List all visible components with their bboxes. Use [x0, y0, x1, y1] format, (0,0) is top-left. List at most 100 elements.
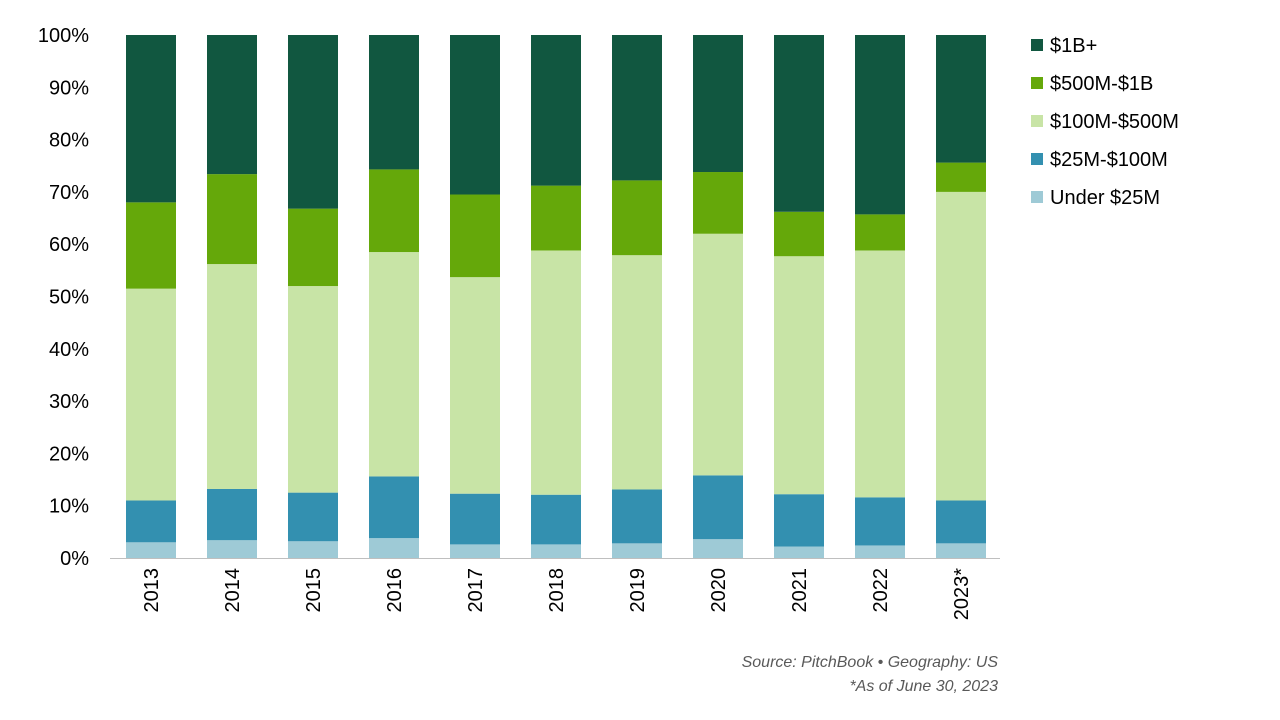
x-tick-label: 2023* [951, 568, 973, 620]
x-tick-label: 2018 [546, 568, 568, 613]
bar-group [369, 35, 419, 558]
bar-segment [369, 476, 419, 539]
legend-swatch [1031, 115, 1043, 127]
bar-group [450, 35, 500, 558]
bar-segment [288, 35, 338, 209]
y-tick-label: 50% [49, 287, 89, 309]
x-tick-label: 2021 [789, 568, 811, 613]
bar-segment [369, 35, 419, 170]
x-tick-label: 2013 [141, 568, 163, 613]
bar-segment [774, 546, 824, 558]
bar-segment [936, 500, 986, 544]
bar-segment [288, 541, 338, 558]
x-tick-label: 2019 [627, 568, 649, 613]
bar-segment [288, 208, 338, 287]
bar-segment [936, 191, 986, 501]
bar-segment [936, 35, 986, 163]
bar-segment [774, 494, 824, 547]
x-tick-label: 2017 [465, 568, 487, 613]
y-tick-label: 80% [49, 130, 89, 152]
bar-group [693, 35, 743, 558]
bar-segment [531, 35, 581, 186]
bar-segment [612, 543, 662, 558]
bar-group [531, 35, 581, 558]
bars [126, 35, 986, 558]
bar-group [207, 35, 257, 558]
legend-swatch [1031, 153, 1043, 165]
y-tick-label: 100% [38, 25, 89, 47]
bar-segment [693, 475, 743, 540]
bar-group [936, 35, 986, 558]
y-tick-label: 20% [49, 443, 89, 465]
bar-segment [774, 35, 824, 212]
bar-segment [450, 35, 500, 195]
bar-segment [612, 489, 662, 544]
bar-segment [531, 250, 581, 495]
bar-group [855, 35, 905, 558]
bar-segment [936, 162, 986, 192]
bar-segment [288, 286, 338, 493]
bar-segment [126, 288, 176, 501]
date-footnote: *As of June 30, 2023 [849, 678, 998, 695]
bar-segment [126, 500, 176, 543]
x-tick-label: 2015 [303, 568, 325, 613]
bar-segment [126, 542, 176, 558]
legend-item: $500M-$1B [1031, 73, 1153, 95]
bar-group [288, 35, 338, 558]
bar-segment [693, 172, 743, 234]
bar-segment [369, 169, 419, 253]
legend-swatch [1031, 191, 1043, 203]
bar-segment [936, 543, 986, 558]
legend-label: $25M-$100M [1050, 149, 1168, 171]
bar-segment [531, 544, 581, 558]
legend-item: Under $25M [1031, 187, 1160, 209]
bar-segment [126, 202, 176, 289]
y-tick-label: 40% [49, 339, 89, 361]
bar-group [774, 35, 824, 558]
bar-segment [126, 35, 176, 203]
legend: $1B+ $500M-$1B $100M-$500M $25M-$100M Under … [1031, 35, 1179, 209]
legend-label: $500M-$1B [1050, 73, 1153, 95]
y-tick-label: 30% [49, 391, 89, 413]
bar-segment [855, 35, 905, 215]
bar-segment [612, 180, 662, 256]
x-tick-label: 2016 [384, 568, 406, 613]
legend-label: $100M-$500M [1050, 111, 1179, 133]
legend-item: $25M-$100M [1031, 149, 1168, 171]
bar-segment [855, 214, 905, 251]
bar-segment [531, 185, 581, 251]
bar-segment [207, 174, 257, 265]
bar-segment [207, 540, 257, 558]
bar-segment [693, 539, 743, 558]
bar-segment [855, 497, 905, 546]
legend-item: $100M-$500M [1031, 111, 1179, 133]
bar-segment [855, 545, 905, 558]
bar-segment [369, 538, 419, 558]
legend-label: Under $25M [1050, 187, 1160, 209]
bar-segment [774, 211, 824, 257]
y-tick-label: 70% [49, 182, 89, 204]
x-tick-label: 2022 [870, 568, 892, 613]
bar-segment [450, 493, 500, 545]
bar-segment [531, 494, 581, 545]
bar-segment [450, 544, 500, 558]
y-tick-label: 90% [49, 77, 89, 99]
legend-item: $1B+ [1031, 35, 1097, 57]
bar-segment [207, 35, 257, 175]
y-tick-label: 0% [60, 548, 89, 570]
bar-segment [450, 194, 500, 278]
x-axis: 2013 2014 2015 2016 2017 2018 2019 2020 2021 2022… [141, 568, 973, 620]
legend-label: $1B+ [1050, 35, 1097, 57]
bar-segment [693, 233, 743, 476]
bar-segment [288, 492, 338, 542]
legend-swatch [1031, 77, 1043, 89]
bar-group [612, 35, 662, 558]
y-axis: 0% 10% 20% 30% 40% 50% 60% 70% 80% 90% 100% [38, 25, 89, 570]
bar-segment [207, 488, 257, 541]
bar-segment [369, 252, 419, 477]
bar-segment [207, 264, 257, 489]
y-tick-label: 60% [49, 234, 89, 256]
legend-swatch [1031, 39, 1043, 51]
bar-segment [450, 277, 500, 494]
bar-segment [612, 255, 662, 490]
